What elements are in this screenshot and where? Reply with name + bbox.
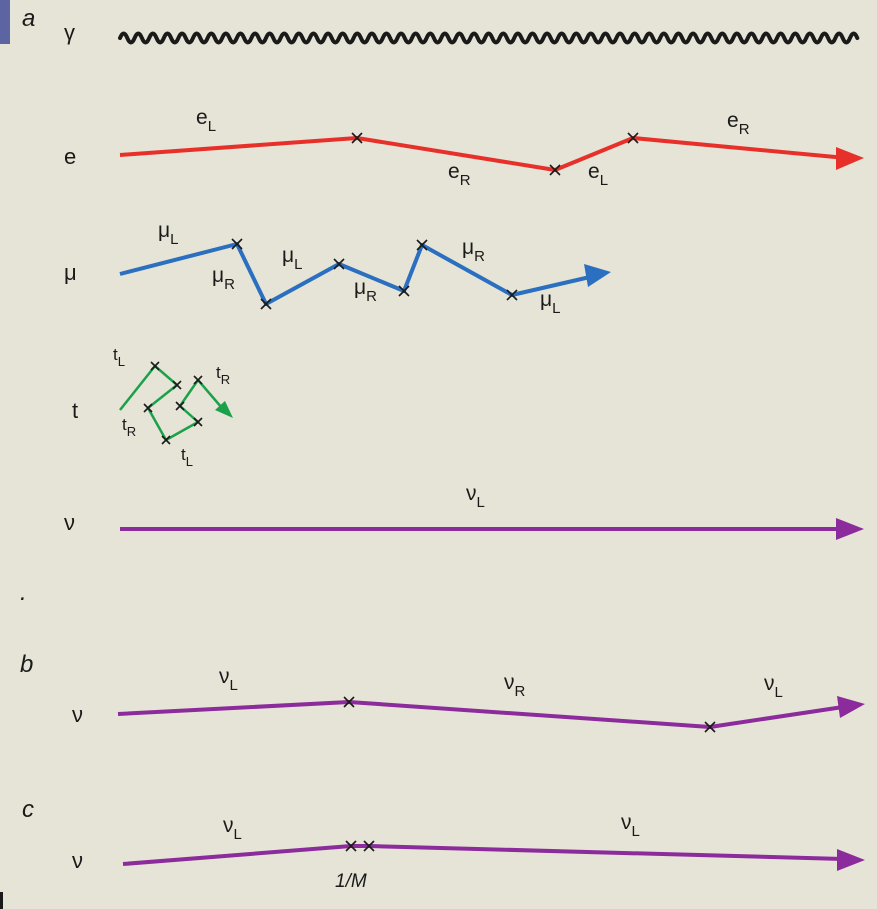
vertex-cross	[704, 721, 716, 733]
tau-label-2: tR	[216, 363, 230, 387]
vertex-cross	[150, 361, 160, 371]
tau-label-4: tL	[181, 445, 193, 469]
tau-arrowhead	[215, 401, 233, 418]
neutrino-c-path	[122, 844, 844, 866]
electron-path	[119, 136, 847, 172]
mass-insertion-label: 1/M	[335, 871, 367, 892]
neutrino-b-label-3: νL	[764, 672, 783, 701]
muon-label-2: μR	[212, 264, 235, 293]
electron-arrowhead	[836, 147, 864, 170]
row-label-tau: t	[72, 398, 78, 423]
muon-label-1: μL	[158, 219, 178, 248]
panel-label-c: c	[22, 796, 34, 823]
tau-label-3: tR	[122, 415, 136, 439]
neutrino-b-path	[117, 700, 844, 729]
vertex-marks	[143, 132, 716, 852]
photon-wavy-line	[118, 31, 860, 45]
neutrino-b-label-1: νL	[219, 665, 238, 694]
electron-label-3: eL	[588, 160, 608, 189]
row-label-neutrino-c: ν	[72, 848, 83, 873]
vertex-cross	[345, 840, 357, 852]
muon-label-4: μR	[354, 276, 377, 305]
row-label-electron: e	[64, 144, 76, 169]
vertex-cross	[506, 289, 518, 301]
vertex-cross	[549, 164, 561, 176]
muon-label-5: μR	[462, 236, 485, 265]
neutrino-b-arrowhead	[837, 696, 865, 718]
vertex-cross	[193, 375, 203, 385]
row-label-photon: γ	[64, 20, 75, 45]
corner-tab	[0, 0, 10, 44]
vertex-cross	[627, 132, 639, 144]
muon-label-3: μL	[282, 244, 302, 273]
muon-arrowhead	[584, 264, 611, 287]
panel-label-dot: .	[20, 579, 27, 606]
vertex-cross	[175, 401, 185, 411]
vertex-cross	[343, 696, 355, 708]
vertex-cross	[143, 403, 153, 413]
vertex-cross	[351, 132, 363, 144]
panel-label-a: a	[22, 5, 35, 32]
neutrino-c-label-2: νL	[621, 811, 640, 840]
electron-label-4: eR	[727, 109, 750, 138]
neutrino-a-label: νL	[466, 482, 485, 511]
row-label-muon: μ	[64, 260, 77, 285]
vertex-cross	[416, 239, 428, 251]
vertex-cross	[363, 840, 375, 852]
neutrino-c-label-1: νL	[223, 814, 242, 843]
electron-label-2: eR	[448, 160, 471, 189]
vertex-cross	[398, 285, 410, 297]
vertex-cross	[161, 435, 171, 445]
row-label-neutrino-b: ν	[72, 702, 83, 727]
vertex-cross	[260, 298, 272, 310]
vertex-cross	[172, 380, 182, 390]
vertex-cross	[193, 417, 203, 427]
neutrino-c-arrowhead	[837, 849, 865, 871]
corner-tick	[0, 892, 3, 909]
electron-label-1: eL	[196, 106, 216, 135]
neutrino-b-label-2: νR	[504, 671, 526, 700]
tau-label-1: tL	[113, 345, 125, 369]
panel-label-b: b	[20, 651, 33, 678]
neutrino-a-arrowhead	[836, 518, 864, 540]
row-label-neutrino: ν	[64, 510, 75, 535]
vertex-cross	[231, 238, 243, 250]
vertex-cross	[333, 258, 345, 270]
muon-path	[119, 242, 591, 306]
muon-label-6: μL	[540, 288, 560, 317]
